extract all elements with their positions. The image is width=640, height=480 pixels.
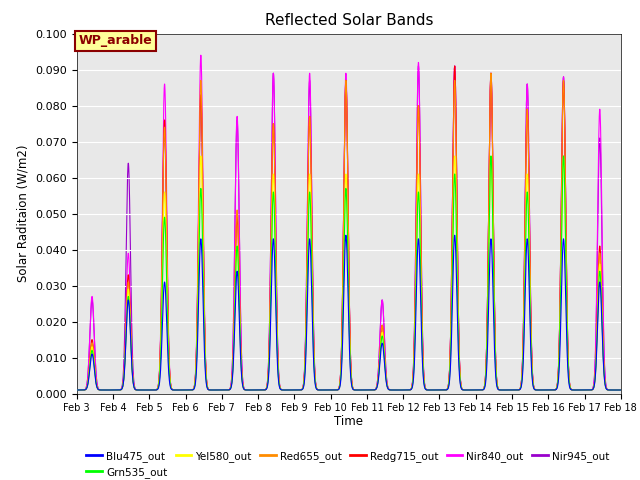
Title: Reflected Solar Bands: Reflected Solar Bands xyxy=(264,13,433,28)
Legend: Blu475_out, Grn535_out, Yel580_out, Red655_out, Redg715_out, Nir840_out, Nir945_: Blu475_out, Grn535_out, Yel580_out, Red6… xyxy=(82,446,613,480)
X-axis label: Time: Time xyxy=(334,415,364,428)
Y-axis label: Solar Raditaion (W/m2): Solar Raditaion (W/m2) xyxy=(17,145,30,282)
Text: WP_arable: WP_arable xyxy=(79,35,152,48)
